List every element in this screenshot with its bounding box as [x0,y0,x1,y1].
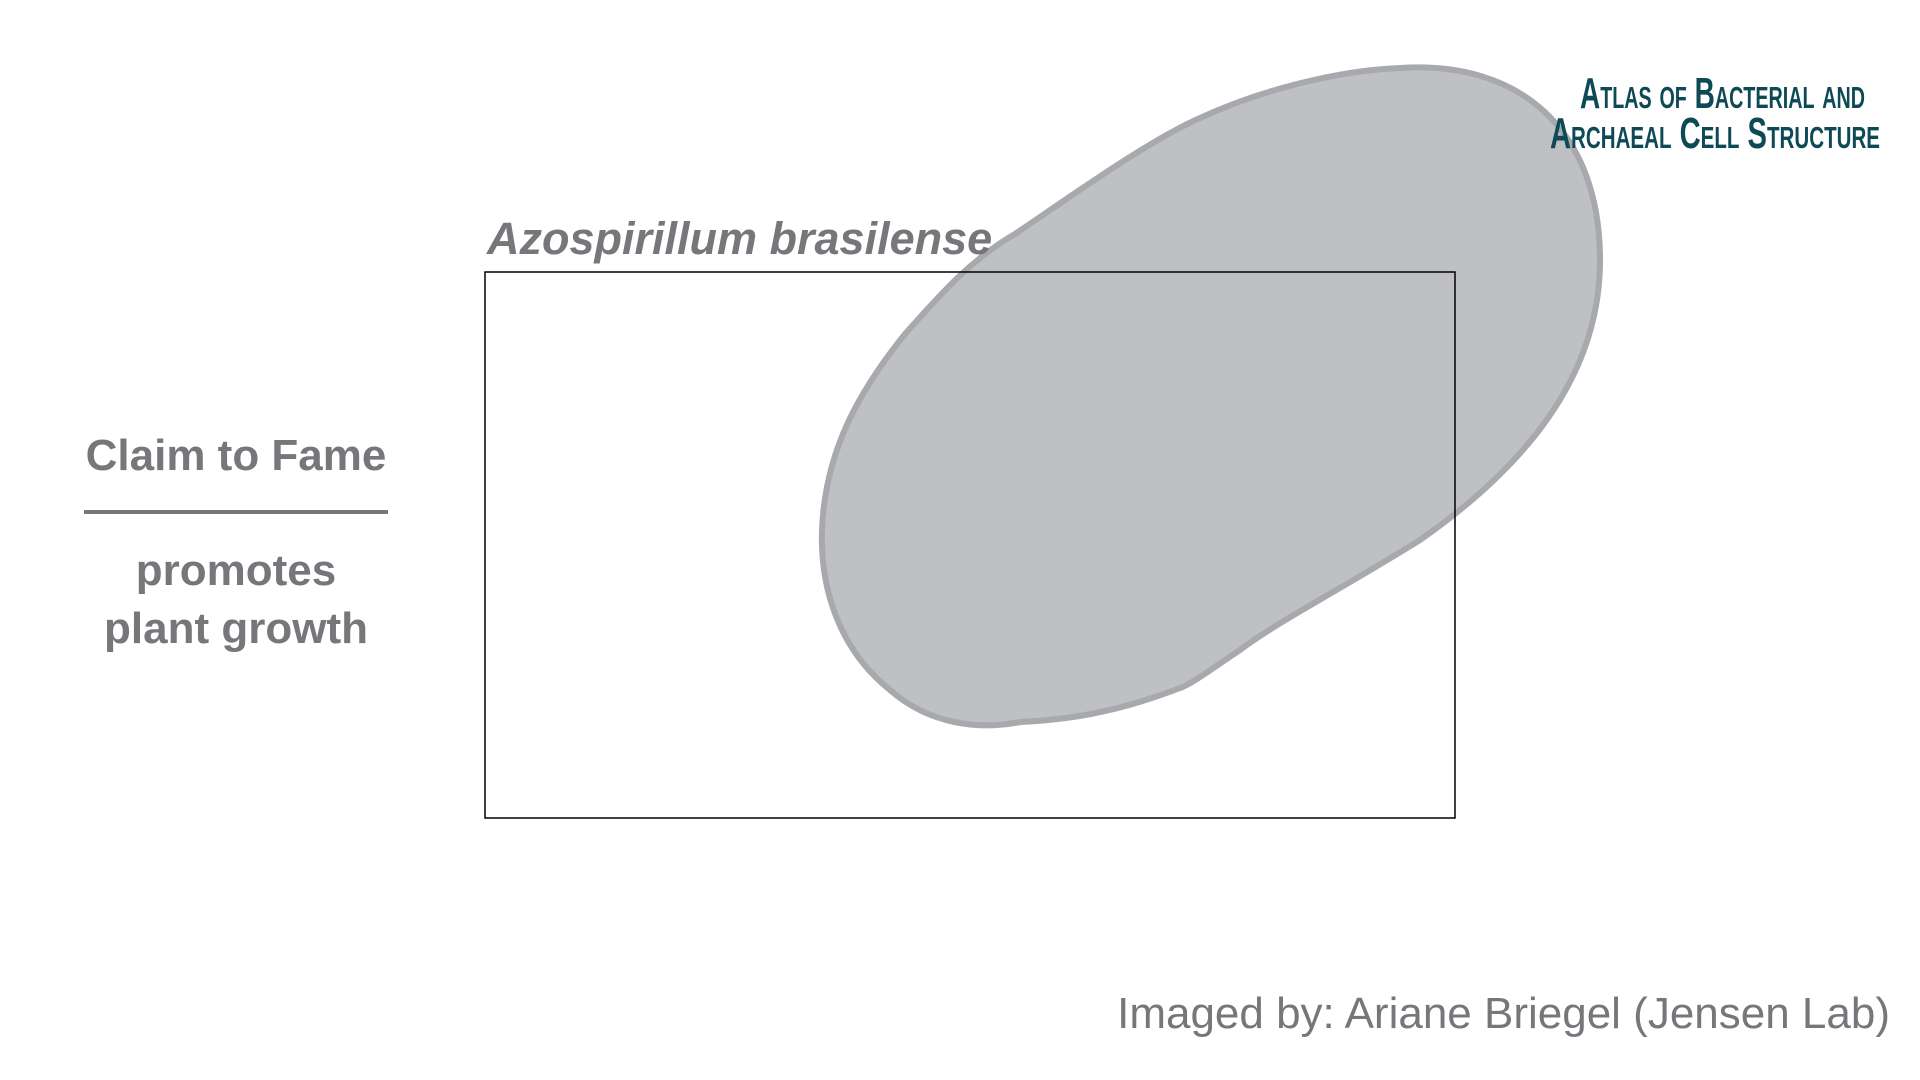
species-title: Azospirillum brasilense [486,213,992,264]
logo-line: Atlas of Bacterial and [1580,69,1865,118]
credit: Imaged by: Ariane Briegel (Jensen Lab) [1117,989,1890,1038]
claim-heading: Claim to Fame [86,431,387,480]
cell-image [818,64,1604,729]
claim-line: promotes [136,546,336,595]
image-frame [484,271,1456,819]
logo-line: Archaeal Cell Structure [1550,109,1880,158]
claim-line: plant growth [104,604,368,653]
